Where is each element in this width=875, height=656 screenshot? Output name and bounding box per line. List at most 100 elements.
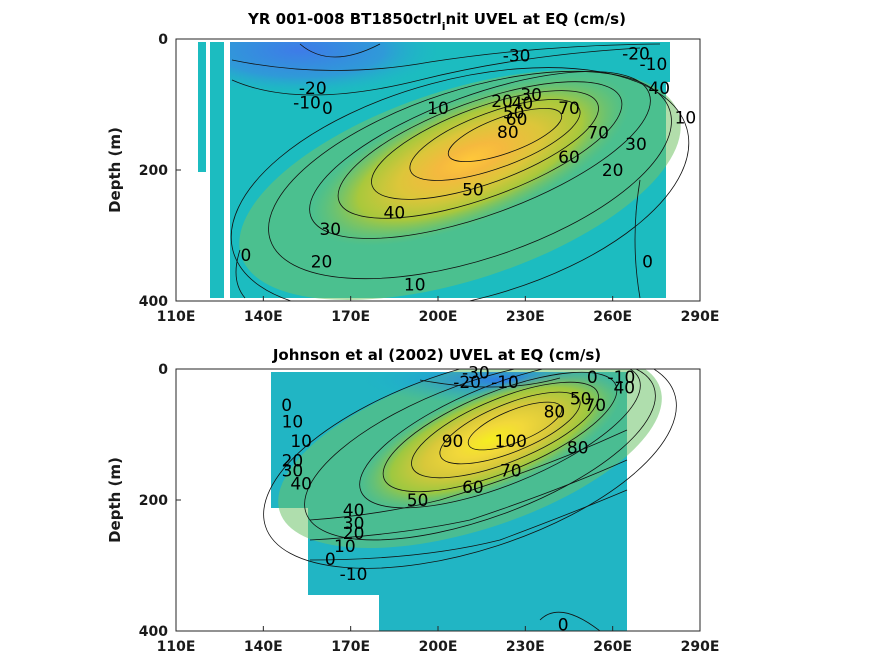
bottom-y-ticks: 0 200 400 (139, 362, 181, 640)
bottom-contour-label: 20 (343, 524, 365, 544)
bottom-contour-label: 0 (558, 615, 569, 635)
bottom-contour-label: 90 (442, 432, 464, 452)
top-x-tick-label: 230E (506, 309, 545, 325)
bottom-contour-label: 10 (290, 432, 312, 452)
top-contour-label: 30 (520, 86, 542, 106)
top-y-tick-label: 400 (139, 294, 168, 310)
top-x-tick-label: 260E (593, 309, 632, 325)
top-y-tick-label: 200 (139, 163, 168, 179)
bottom-contour-label: 60 (462, 478, 484, 498)
bottom-chart-title: Johnson et al (2002) UVEL at EQ (cm/s) (272, 346, 601, 364)
bottom-contour-label: 30 (282, 462, 304, 482)
top-contour-label: 50 (462, 181, 484, 201)
top-x-tick-label: 140E (244, 309, 283, 325)
bottom-contour-label: 100 (495, 432, 527, 452)
top-contour-label: 40 (648, 79, 670, 99)
top-y-ticks: 0 200 400 (139, 32, 181, 310)
bottom-contour-label: 40 (613, 378, 635, 398)
top-contour-label: 20 (602, 161, 624, 181)
top-y-tick-label: 0 (158, 32, 168, 48)
bottom-contour-label: 0 (281, 396, 292, 416)
top-contour-label: -20 (299, 79, 327, 99)
top-contour-label: 70 (558, 99, 580, 119)
top-contour-label: 20 (491, 92, 513, 112)
bottom-y-tick-label: 0 (158, 362, 168, 378)
top-contour-label: 70 (587, 124, 609, 144)
top-contour-label: -10 (640, 55, 668, 75)
top-chart-title: YR 001-008 BT1850ctrlinit UVEL at EQ (cm… (247, 10, 626, 33)
top-field-strip-d (666, 42, 670, 82)
top-contour-label: 0 (642, 253, 653, 273)
bottom-contour-label: 0 (325, 550, 336, 570)
bottom-contour-label: -30 (462, 363, 490, 383)
top-contour-label: 0 (322, 99, 333, 119)
top-contour-label: 30 (625, 135, 647, 155)
top-contour-label: 80 (497, 123, 519, 143)
top-contour-label: 10 (675, 109, 697, 129)
top-contour-label: 40 (384, 204, 406, 224)
top-jet-core (230, 42, 666, 298)
bottom-field (263, 369, 677, 631)
bottom-contour-label: 70 (584, 396, 606, 416)
bottom-contour-label: -10 (340, 565, 368, 585)
bottom-contour-label: 50 (407, 491, 429, 511)
top-title-main: YR 001-008 BT1850ctrl (247, 10, 442, 28)
bottom-contour-label: 0 (587, 368, 598, 388)
bottom-x-tick-label: 140E (244, 639, 283, 655)
top-x-ticks: 110E 140E 170E 200E 230E 260E 290E (157, 296, 720, 325)
top-y-axis-label: Depth (m) (106, 127, 124, 213)
bottom-y-axis-label: Depth (m) (106, 457, 124, 543)
top-contour-label: 10 (427, 99, 449, 119)
top-x-tick-label: 110E (157, 309, 196, 325)
top-title-tail: nit UVEL at EQ (cm/s) (446, 10, 626, 28)
top-contour-label: -30 (503, 46, 531, 66)
bottom-contour-label: 70 (500, 462, 522, 482)
bottom-contour-label: 30 (343, 514, 365, 534)
top-field-strip-b (200, 150, 206, 172)
top-contour-lines (230, 43, 690, 301)
top-contour-label: 20 (311, 253, 333, 273)
panel-top: YR 001-008 BT1850ctrlinit UVEL at EQ (cm… (106, 10, 720, 325)
top-contour-label: 50 (503, 103, 525, 123)
bottom-x-tick-label: 200E (419, 639, 458, 655)
top-field-strip-a (198, 42, 206, 172)
top-x-tick-label: 170E (331, 309, 370, 325)
bottom-contour-label: 80 (544, 403, 566, 423)
panel-bottom: Johnson et al (2002) UVEL at EQ (cm/s) (106, 346, 720, 655)
bottom-y-tick-label: 200 (139, 493, 168, 509)
top-x-tick-label: 200E (419, 309, 458, 325)
top-contour-label: 40 (512, 94, 534, 114)
bottom-contour-label: 40 (343, 501, 365, 521)
bottom-x-tick-label: 230E (506, 639, 545, 655)
top-field (198, 42, 690, 301)
top-contour-label: -20 (622, 44, 650, 64)
bottom-y-tick-label: 400 (139, 624, 168, 640)
bottom-x-tick-label: 110E (157, 639, 196, 655)
top-x-tick-label: 290E (681, 309, 720, 325)
top-contour-label: 60 (558, 148, 580, 168)
bottom-x-tick-label: 290E (681, 639, 720, 655)
bottom-contour-label: 10 (334, 537, 356, 557)
bottom-x-tick-label: 170E (331, 639, 370, 655)
top-contour-label: 10 (404, 276, 426, 296)
top-title-subscript: i (442, 20, 446, 33)
bottom-contour-label: -10 (491, 373, 519, 393)
bottom-contour-label: -10 (608, 368, 636, 388)
bottom-jet-core (271, 372, 627, 631)
top-contour-label: 30 (319, 220, 341, 240)
bottom-contour-label: -20 (453, 373, 481, 393)
top-contour-label: -10 (293, 94, 321, 114)
bottom-x-ticks: 110E 140E 170E 200E 230E 260E 290E (157, 626, 720, 655)
bottom-x-tick-label: 260E (593, 639, 632, 655)
top-contour-label: 0 (240, 246, 251, 266)
bottom-contour-label: 10 (282, 412, 304, 432)
top-field-strip-c (210, 42, 224, 298)
bottom-contour-label: 20 (282, 452, 304, 472)
top-contour-label: 60 (506, 110, 528, 130)
bottom-contour-label: 50 (570, 389, 592, 409)
bottom-contour-lines (263, 369, 677, 631)
bottom-contour-label: 40 (290, 475, 312, 495)
